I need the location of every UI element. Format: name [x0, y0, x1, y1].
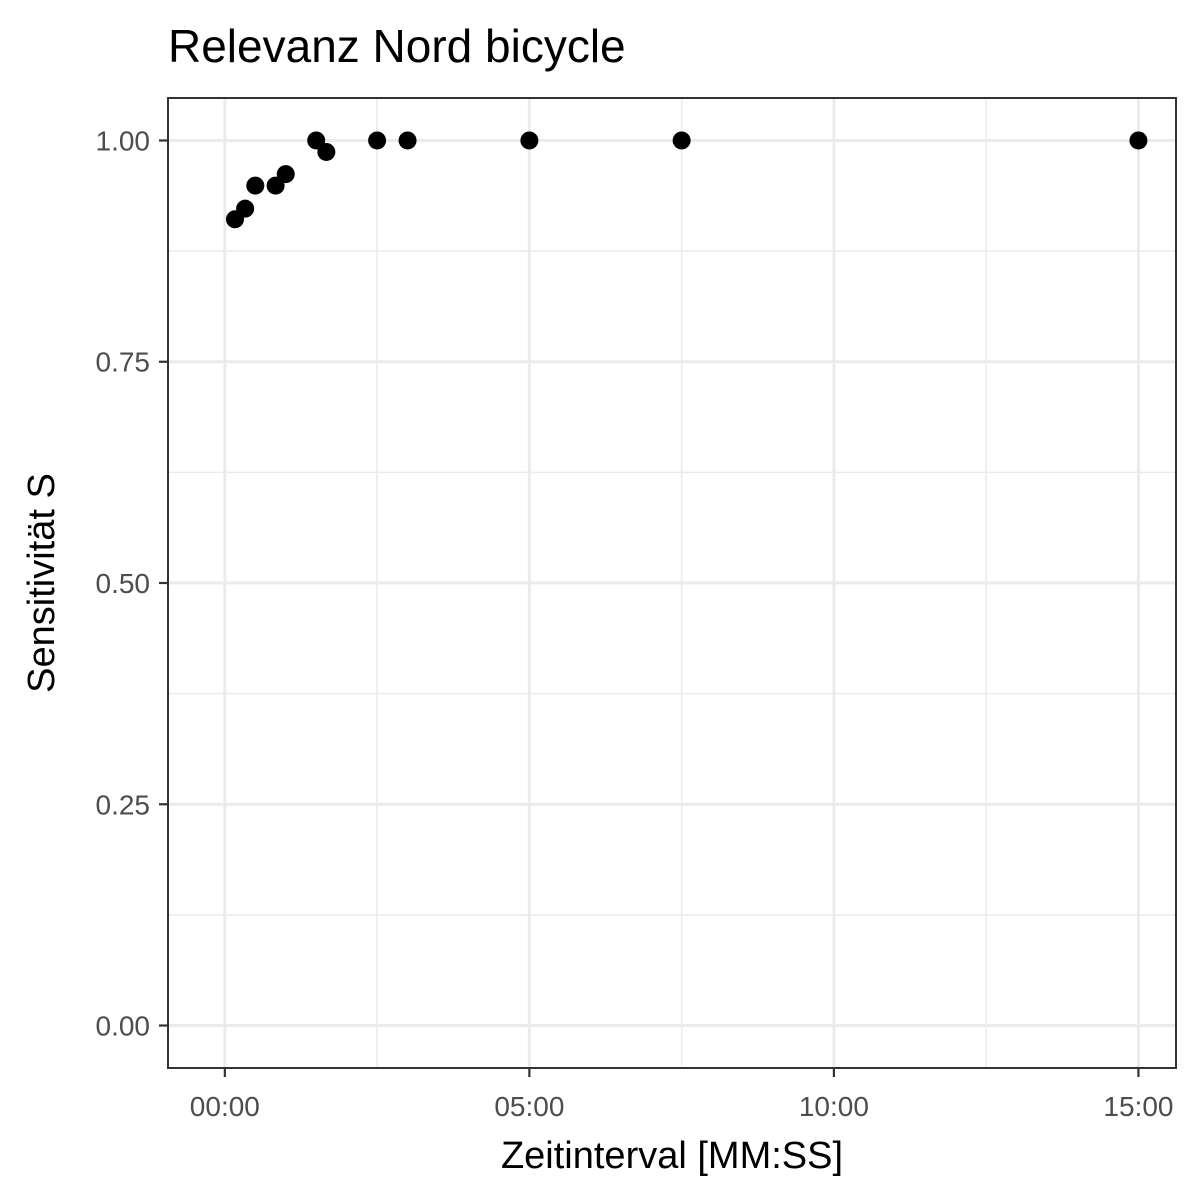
data-points — [225, 131, 1148, 229]
y-tick-labels: 0.00 0.25 0.50 0.75 1.00 — [96, 125, 151, 1041]
x-axis-title: Zeitinterval [MM:SS] — [501, 1135, 843, 1177]
y-axis-title: Sensitivität S — [21, 473, 63, 693]
y-tick-label: 0.75 — [96, 347, 151, 378]
x-tick-labels: 00:00 05:00 10:00 15:00 — [190, 1091, 1174, 1122]
data-point — [276, 165, 295, 184]
x-tick-label: 00:00 — [190, 1091, 260, 1122]
x-tick-label: 10:00 — [799, 1091, 869, 1122]
x-tick-label: 05:00 — [494, 1091, 564, 1122]
axis-ticks — [159, 139, 1140, 1077]
data-point — [236, 199, 255, 218]
grid — [168, 98, 1176, 1068]
data-point — [266, 176, 285, 195]
x-tick-label: 15:00 — [1103, 1091, 1173, 1122]
data-point — [368, 131, 387, 150]
y-tick-label: 0.50 — [96, 568, 151, 599]
chart-title: Relevanz Nord bicycle — [168, 20, 626, 72]
y-tick-label: 0.00 — [96, 1011, 151, 1042]
data-point — [317, 142, 336, 161]
data-point — [307, 131, 326, 150]
data-point — [520, 131, 539, 150]
data-point — [1129, 131, 1148, 150]
data-point — [398, 131, 417, 150]
data-point — [672, 131, 691, 150]
y-tick-label: 1.00 — [96, 125, 151, 156]
data-point — [246, 176, 265, 195]
y-tick-label: 0.25 — [96, 789, 151, 820]
